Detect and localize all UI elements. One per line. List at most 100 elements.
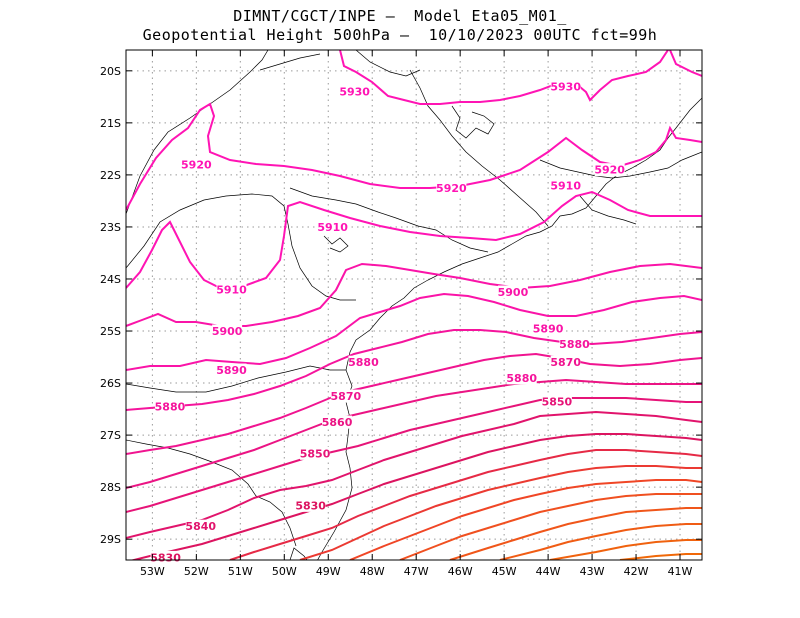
contour-label: 5900 bbox=[498, 286, 529, 299]
x-tick-label: 42W bbox=[624, 565, 649, 578]
contour-label-background bbox=[150, 550, 181, 564]
contour-label: 5860 bbox=[322, 416, 353, 429]
y-tick-label: 29S bbox=[100, 533, 121, 546]
x-tick-label: 50W bbox=[272, 565, 297, 578]
contour-label-background bbox=[185, 519, 216, 533]
contour-line-5750 bbox=[619, 553, 702, 560]
contour-label-background bbox=[300, 446, 331, 460]
contour-label: 5890 bbox=[533, 322, 564, 335]
figure-title-line-2: Geopotential Height 500hPa – 10/10/2023 … bbox=[142, 26, 658, 44]
y-tick-label: 20S bbox=[100, 65, 121, 78]
contour-label: 5930 bbox=[550, 80, 581, 93]
figure-title-line-1: DIMNT/CGCT/INPE – Model Eta05_M01_ bbox=[233, 7, 567, 25]
x-tick-label: 52W bbox=[184, 565, 209, 578]
contour-label: 5880 bbox=[155, 400, 186, 413]
contour-label-background bbox=[541, 394, 572, 408]
contour-line-5790 bbox=[399, 493, 702, 560]
contour-label: 5870 bbox=[550, 356, 581, 369]
contour-label: 5890 bbox=[216, 364, 247, 377]
contour-label-background bbox=[533, 321, 564, 335]
contour-line-5930 bbox=[339, 50, 669, 105]
contour-label: 5920 bbox=[594, 164, 625, 177]
x-tick-label: 51W bbox=[228, 565, 253, 578]
contour-line-5930 bbox=[669, 50, 702, 77]
state-border bbox=[539, 151, 702, 179]
contour-label-background bbox=[154, 399, 185, 413]
contour-label: 5880 bbox=[506, 372, 537, 385]
x-tick-label: 49W bbox=[316, 565, 341, 578]
contour-label-background bbox=[550, 79, 581, 93]
x-tick-label: 44W bbox=[536, 565, 561, 578]
plot-frame bbox=[125, 49, 703, 561]
contour-label-background bbox=[550, 178, 581, 192]
contour-label-background bbox=[216, 282, 247, 296]
contour-label-background bbox=[181, 157, 212, 171]
x-tick-label: 45W bbox=[492, 565, 517, 578]
contour-label: 5910 bbox=[216, 283, 247, 296]
contour-line-5840 bbox=[126, 410, 702, 539]
contour-line-5830 bbox=[129, 433, 702, 560]
contour-line-5800 bbox=[349, 479, 702, 560]
contour-label-background bbox=[339, 85, 370, 99]
x-tick-label: 43W bbox=[580, 565, 605, 578]
contour-label-background bbox=[506, 371, 537, 385]
contour-label-background bbox=[550, 355, 581, 369]
x-tick-label: 41W bbox=[668, 565, 693, 578]
contour-label-background bbox=[559, 337, 590, 351]
y-tick-label: 27S bbox=[100, 429, 121, 442]
state-border bbox=[126, 193, 356, 301]
contour-line-5910 bbox=[126, 190, 702, 290]
state-border bbox=[409, 69, 549, 227]
contour-label: 5830 bbox=[150, 551, 181, 564]
lagoon-outline bbox=[289, 547, 308, 560]
y-tick-label: 25S bbox=[100, 325, 121, 338]
river-outline bbox=[451, 105, 495, 139]
contour-label: 5840 bbox=[185, 520, 216, 533]
contour-label-background bbox=[216, 363, 247, 377]
y-tick-label: 24S bbox=[100, 273, 121, 286]
y-tick-label: 23S bbox=[100, 221, 121, 234]
contour-label: 5830 bbox=[295, 499, 326, 512]
y-tick-label: 21S bbox=[100, 117, 121, 130]
state-border bbox=[355, 50, 421, 77]
contour-line-5880 bbox=[126, 329, 702, 411]
contour-label: 5910 bbox=[550, 179, 581, 192]
contour-label: 5850 bbox=[300, 447, 331, 460]
x-tick-label: 46W bbox=[448, 565, 473, 578]
contour-line-5920 bbox=[126, 102, 702, 211]
contour-label-background bbox=[594, 163, 625, 177]
contour-label-background bbox=[436, 181, 467, 195]
lat-lon-grid bbox=[126, 50, 702, 560]
y-tick-label: 22S bbox=[100, 169, 121, 182]
contour-label-background bbox=[348, 355, 379, 369]
contour-label: 5850 bbox=[542, 395, 573, 408]
state-border bbox=[579, 195, 637, 225]
bay-outline bbox=[323, 235, 349, 253]
x-tick-label: 47W bbox=[404, 565, 429, 578]
contour-line-5760 bbox=[549, 539, 702, 560]
contour-label: 5920 bbox=[181, 158, 212, 171]
x-tick-label: 48W bbox=[360, 565, 385, 578]
x-tick-label: 53W bbox=[140, 565, 165, 578]
contour-label: 5920 bbox=[436, 182, 467, 195]
y-tick-label: 26S bbox=[100, 377, 121, 390]
contour-label-background bbox=[497, 285, 528, 299]
contour-label: 5880 bbox=[348, 356, 379, 369]
axis-ticks: 53W 52W 51W 50W 49W 48W 47W 46W 45W 44W 43W 42W 41W 2… bbox=[100, 50, 702, 578]
contour-label: 5900 bbox=[212, 325, 243, 338]
contour-line-5890 bbox=[126, 292, 702, 371]
state-border bbox=[126, 50, 269, 215]
contour-label-background bbox=[330, 389, 361, 403]
contour-label-background bbox=[317, 220, 348, 234]
contour-label: 5870 bbox=[331, 390, 362, 403]
contour-label: 5910 bbox=[317, 221, 348, 234]
contour-line-5850 bbox=[126, 397, 702, 513]
contour-label-background bbox=[322, 415, 353, 429]
contour-line-5870 bbox=[126, 352, 702, 455]
contour-line-5900 bbox=[126, 262, 702, 327]
contour-labels: 5930 5930 5920 5920 5920 5910 5910 5910 5900 5900… bbox=[150, 79, 625, 564]
state-border bbox=[289, 187, 489, 253]
contour-line-5810 bbox=[299, 465, 702, 560]
